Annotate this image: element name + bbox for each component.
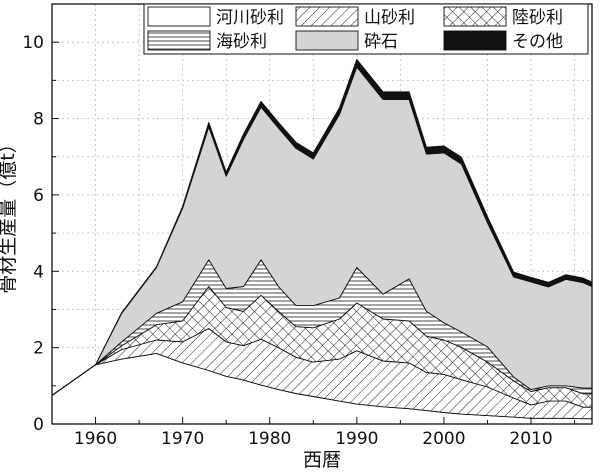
x-tick-label: 2010 xyxy=(509,429,552,449)
y-tick-label: 10 xyxy=(22,33,44,53)
x-tick-label: 1970 xyxy=(161,429,204,449)
legend-swatch xyxy=(443,6,507,27)
legend-label: その他 xyxy=(512,32,563,52)
x-tick-label: 1980 xyxy=(248,429,291,449)
y-tick-label: 6 xyxy=(33,186,44,206)
legend-swatch xyxy=(443,30,507,51)
y-axis-title: 骨材生産量（億t） xyxy=(0,134,19,293)
legend-swatch xyxy=(295,6,359,27)
legend-label: 海砂利 xyxy=(216,32,267,52)
legend-swatch xyxy=(295,30,359,51)
x-tick-label: 1960 xyxy=(74,429,117,449)
x-tick-label: 1990 xyxy=(335,429,378,449)
x-tick-label: 2000 xyxy=(422,429,465,449)
y-tick-label: 2 xyxy=(33,339,44,359)
legend-label: 山砂利 xyxy=(364,8,415,28)
y-axis-ticks: 0 2 4 6 8 10 xyxy=(22,33,59,435)
legend-label: 陸砂利 xyxy=(512,8,563,28)
x-axis-title: 西暦 xyxy=(303,449,341,471)
y-tick-label: 8 xyxy=(33,110,44,130)
stacked-areas xyxy=(51,58,593,425)
y-tick-label: 4 xyxy=(33,262,44,282)
x-axis-ticks: 1960 1970 1980 1990 2000 2010 xyxy=(51,417,576,449)
legend-box xyxy=(143,3,589,55)
legend-label: 砕石 xyxy=(364,32,398,52)
y-tick-label: 0 xyxy=(33,415,44,435)
legend-label: 河川砂利 xyxy=(216,8,284,28)
legend-swatch xyxy=(147,30,211,51)
legend-swatch xyxy=(147,6,211,27)
